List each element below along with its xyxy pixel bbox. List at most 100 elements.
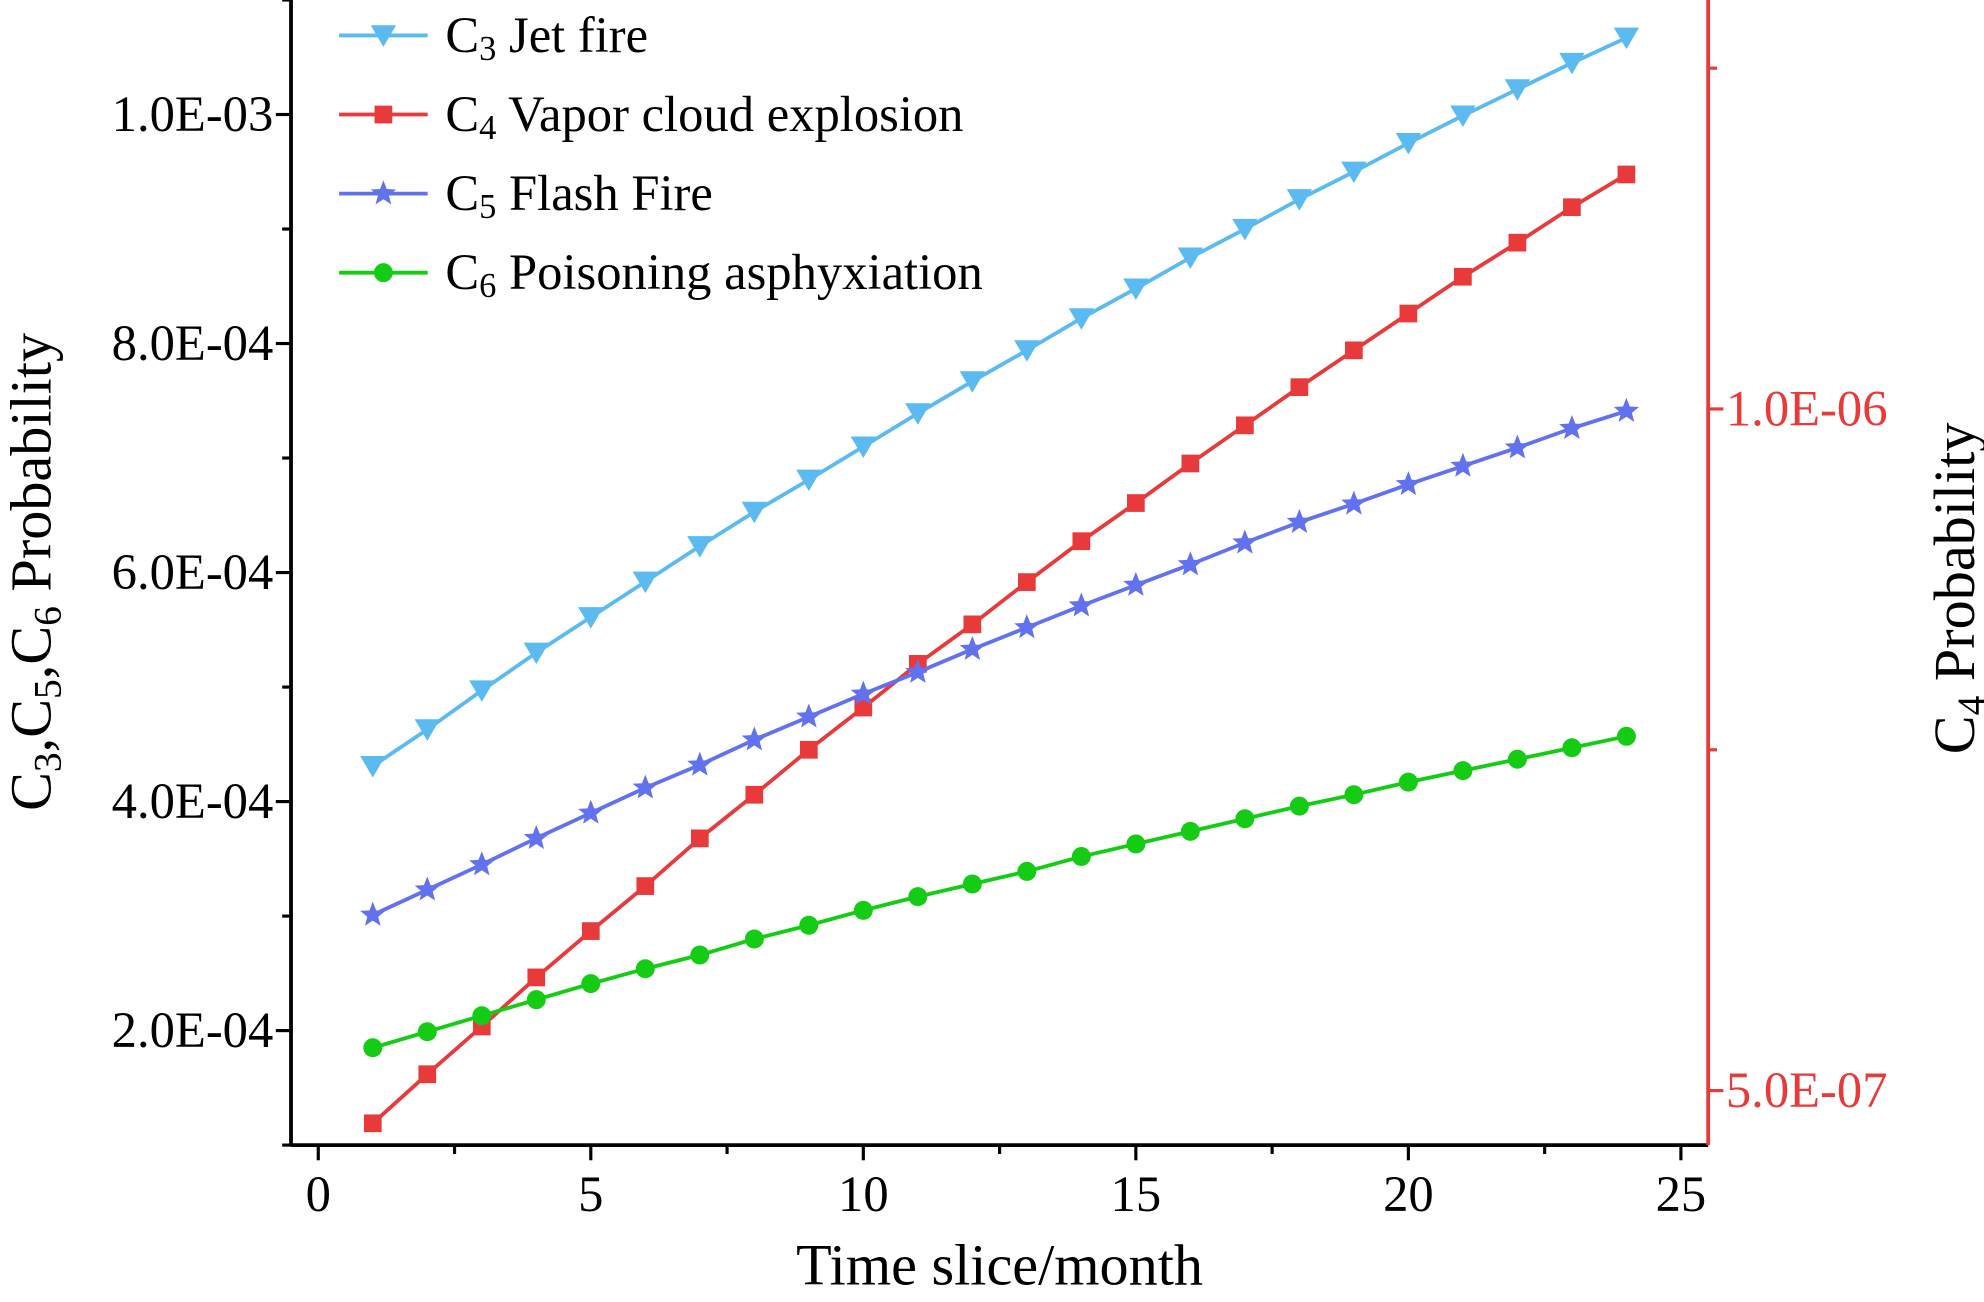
legend-marker bbox=[370, 180, 397, 205]
data-point bbox=[1399, 304, 1418, 323]
data-point bbox=[1398, 772, 1418, 792]
legend-label: C6 Poisoning asphyxiation bbox=[445, 244, 982, 305]
data-point bbox=[1017, 573, 1036, 591]
data-point bbox=[1563, 198, 1581, 217]
y-right-tick-label: 1.0E-06 bbox=[1726, 380, 1888, 436]
data-point bbox=[1454, 267, 1472, 286]
legend-marker bbox=[374, 105, 393, 124]
x-tick-label: 5 bbox=[578, 1166, 603, 1222]
text-part: C bbox=[445, 244, 479, 300]
series-1 bbox=[360, 27, 1640, 778]
data-point bbox=[635, 959, 655, 979]
data-point bbox=[1014, 614, 1040, 639]
data-point bbox=[1341, 490, 1367, 515]
text-part: Probability bbox=[1922, 422, 1984, 695]
data-point bbox=[1123, 278, 1149, 300]
data-point bbox=[963, 615, 982, 634]
data-point bbox=[1504, 79, 1531, 101]
data-point bbox=[632, 774, 658, 799]
series-4 bbox=[363, 726, 1636, 1058]
data-point bbox=[1344, 785, 1364, 805]
data-point bbox=[1068, 592, 1094, 617]
x-tick-label: 25 bbox=[1656, 1166, 1707, 1222]
data-point bbox=[908, 887, 928, 907]
text-part: C bbox=[1922, 715, 1984, 754]
data-point bbox=[1126, 834, 1146, 854]
text-part: C bbox=[445, 165, 479, 221]
text-part: Probability bbox=[0, 333, 64, 606]
data-point bbox=[1450, 105, 1476, 128]
data-point bbox=[741, 726, 767, 751]
data-point bbox=[854, 698, 873, 717]
data-point bbox=[796, 703, 822, 728]
x-tick-label: 0 bbox=[306, 1166, 331, 1222]
data-point bbox=[1345, 341, 1363, 360]
y-left-tick-label: 6.0E-04 bbox=[112, 544, 274, 600]
series-line bbox=[371, 36, 1628, 768]
legend-label: C5 Flash Fire bbox=[445, 165, 712, 226]
data-point bbox=[1236, 416, 1254, 435]
y-left-tick-label: 8.0E-04 bbox=[112, 315, 274, 371]
data-point bbox=[1290, 378, 1309, 397]
data-point bbox=[745, 785, 764, 804]
text-part: C bbox=[445, 86, 479, 142]
y-left-tick-label: 1.0E-03 bbox=[112, 86, 274, 142]
series-3 bbox=[360, 397, 1640, 926]
data-point bbox=[581, 974, 601, 994]
series-line bbox=[371, 409, 1627, 917]
data-point bbox=[1617, 165, 1636, 184]
subscript: 3 bbox=[479, 30, 496, 68]
data-point bbox=[1508, 233, 1527, 252]
y-left-tick-label: 2.0E-04 bbox=[112, 1002, 274, 1058]
data-point bbox=[1286, 508, 1312, 533]
text-part: C bbox=[445, 7, 479, 63]
data-point bbox=[527, 968, 546, 987]
data-point bbox=[414, 719, 440, 741]
y-right-axis-title: C4 Probability bbox=[1922, 422, 1984, 754]
series-line bbox=[371, 172, 1628, 1125]
data-point bbox=[796, 469, 822, 492]
data-point bbox=[1181, 454, 1200, 473]
data-point bbox=[1126, 494, 1145, 512]
data-point bbox=[687, 536, 713, 558]
data-point bbox=[363, 1114, 382, 1133]
data-point bbox=[1341, 161, 1367, 184]
data-point bbox=[526, 990, 546, 1010]
data-point bbox=[1613, 397, 1640, 422]
data-point bbox=[962, 874, 982, 894]
data-point bbox=[523, 824, 549, 850]
data-point bbox=[1014, 340, 1040, 362]
text-part: ,C bbox=[0, 626, 64, 679]
legend-item: C6 Poisoning asphyxiation bbox=[339, 244, 983, 306]
data-point bbox=[414, 876, 440, 901]
legend-item: C3 Jet fire bbox=[339, 7, 648, 68]
data-point bbox=[687, 751, 713, 776]
text-part: Flash Fire bbox=[496, 165, 712, 221]
subscript: 3 bbox=[26, 752, 70, 772]
text-part: Poisoning asphyxiation bbox=[496, 244, 982, 300]
data-point bbox=[905, 403, 931, 425]
data-point bbox=[1562, 738, 1582, 758]
data-point bbox=[959, 371, 985, 393]
x-tick-label: 20 bbox=[1383, 1166, 1434, 1222]
data-point bbox=[1232, 218, 1258, 241]
text-part: Vapor cloud explosion bbox=[496, 86, 963, 142]
data-point bbox=[1123, 571, 1149, 596]
legend-item: C5 Flash Fire bbox=[339, 165, 713, 227]
data-point bbox=[1289, 796, 1309, 816]
data-point bbox=[1286, 189, 1313, 211]
data-point bbox=[799, 915, 819, 935]
y-left-tick-label: 4.0E-04 bbox=[112, 773, 274, 829]
x-axis-title: Time slice/month bbox=[796, 1232, 1203, 1297]
data-point bbox=[799, 740, 818, 759]
data-point bbox=[959, 635, 985, 660]
data-point bbox=[853, 900, 873, 920]
subscript: 4 bbox=[1949, 695, 1984, 715]
text-part: C bbox=[0, 772, 64, 811]
data-point bbox=[632, 571, 658, 594]
text-part: ,C bbox=[0, 699, 64, 752]
subscript: 4 bbox=[479, 109, 496, 147]
data-point bbox=[418, 1065, 437, 1084]
data-point bbox=[1559, 52, 1585, 75]
